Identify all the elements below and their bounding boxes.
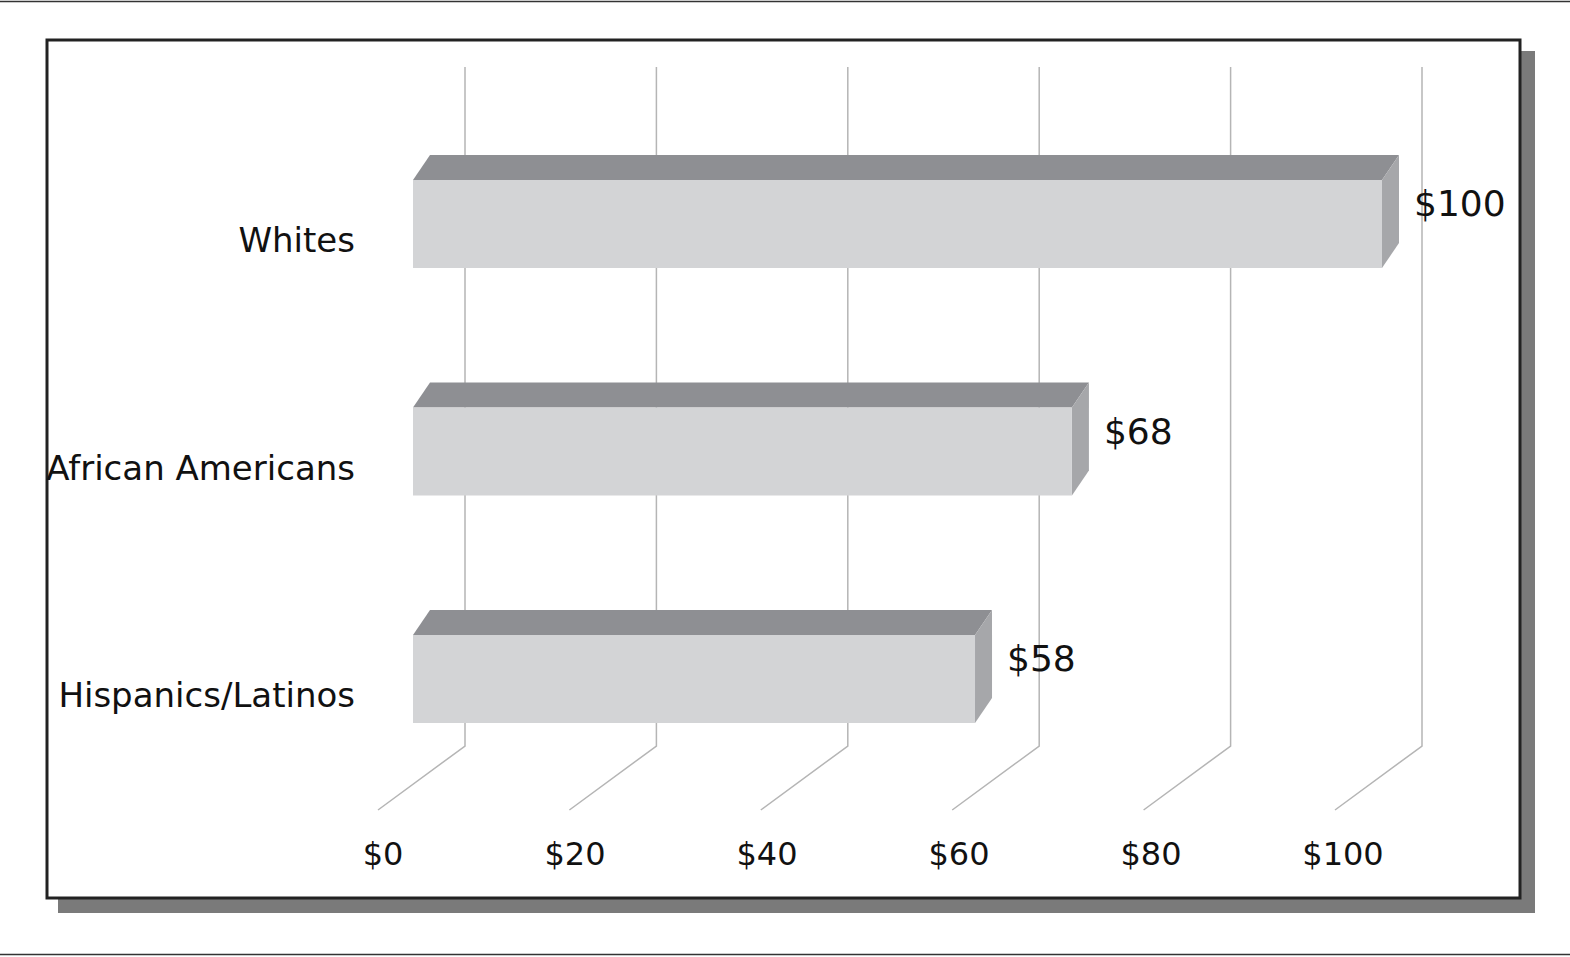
data-label: $100 [1414, 183, 1506, 224]
chart: $0 $20 $40 $60 $80 $100 Whites African American… [0, 0, 1570, 957]
bar-top [413, 383, 1089, 408]
bar-side [1382, 155, 1399, 268]
tick-label: $0 [363, 835, 404, 873]
page-rule [0, 954, 1570, 956]
data-label: $58 [1007, 638, 1076, 679]
bar-side [1072, 383, 1089, 496]
tick-label: $40 [736, 835, 797, 873]
category-label: Hispanics/Latinos [58, 675, 355, 715]
bar [413, 635, 975, 723]
bar [413, 180, 1382, 268]
bar-side [975, 610, 992, 723]
tick-label: $60 [928, 835, 989, 873]
bar [413, 408, 1072, 496]
tick-label: $100 [1302, 835, 1383, 873]
tick-label: $20 [544, 835, 605, 873]
category-label: African Americans [46, 448, 355, 488]
frame [47, 40, 1520, 898]
bar-top [413, 155, 1399, 180]
bars [413, 155, 1399, 723]
category-label: Whites [238, 220, 355, 260]
tick-label: $80 [1120, 835, 1181, 873]
data-label: $68 [1104, 411, 1173, 452]
grid [378, 67, 1422, 810]
bar-top [413, 610, 992, 635]
page-rule [0, 1, 1570, 3]
